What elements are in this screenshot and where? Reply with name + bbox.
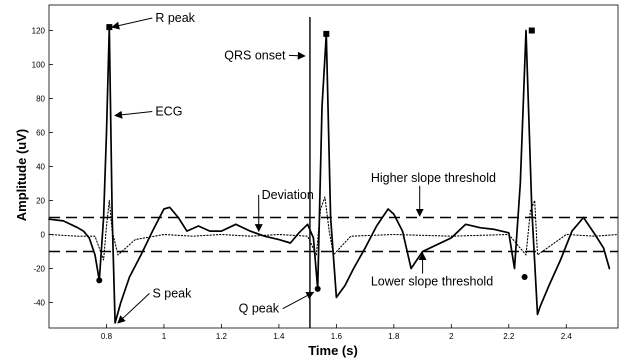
y-tick-label: -20 [33, 265, 45, 274]
y-axis-label: Amplitude (uV) [14, 129, 29, 221]
ecg-line [48, 26, 611, 324]
x-tick-label: 1.4 [273, 332, 285, 341]
r-peak-label: R peak [155, 11, 195, 25]
x-tick-label: 1.8 [388, 332, 400, 341]
qrs-onset-label: QRS onset [224, 48, 286, 62]
y-tick-label: 40 [36, 163, 45, 172]
x-tick-label: 2 [449, 332, 454, 341]
x-axis-label: Time (s) [308, 343, 358, 358]
x-axis-ticks: 0.8 1 1.2 1.4 1.6 1.8 2 2.2 2.4 [101, 324, 572, 341]
deviation-line [48, 196, 619, 261]
s-peak-label: S peak [152, 286, 192, 300]
r-peak-marker [528, 27, 535, 34]
y-tick-label: 60 [36, 129, 45, 138]
r-peak-arrow [111, 17, 153, 30]
r-peak-marker [106, 24, 113, 31]
x-tick-label: 1.2 [216, 332, 228, 341]
q-peak-arrow [282, 291, 315, 310]
y-axis-ticks: -40 -20 0 20 40 60 80 100 120 [32, 27, 53, 308]
q-s-peak-marker [96, 277, 103, 284]
x-tick-label: 1.6 [331, 332, 343, 341]
x-tick-label: 0.8 [101, 332, 113, 341]
lower-threshold-label: Lower slope threshold [371, 275, 493, 289]
x-tick-label: 2.4 [561, 332, 573, 341]
y-tick-label: 120 [32, 27, 46, 36]
q-s-peak-marker [521, 274, 528, 280]
plot-area [48, 4, 619, 329]
annotations: R peak ECG QRS onset Deviation Higher slope … [111, 11, 496, 324]
higher-threshold-label: Higher slope threshold [371, 171, 496, 185]
y-tick-label: 0 [41, 231, 46, 240]
y-tick-label: -40 [33, 299, 45, 308]
x-tick-label: 2.2 [503, 332, 515, 341]
deviation-label: Deviation [262, 188, 314, 202]
series-lines [48, 26, 619, 324]
x-tick-label: 1 [162, 332, 167, 341]
y-tick-label: 100 [32, 61, 46, 70]
peak-markers [96, 24, 535, 292]
s-peak-arrow [117, 293, 150, 324]
ecg-arrow [114, 110, 153, 119]
y-tick-label: 80 [36, 95, 45, 104]
qrs-onset-arrow [288, 51, 306, 60]
q-s-peak-marker [314, 285, 321, 292]
r-peak-marker [323, 30, 330, 37]
ecg-label: ECG [155, 105, 182, 119]
y-tick-label: 20 [36, 197, 45, 206]
q-peak-label: Q peak [239, 302, 280, 316]
threshold-lines [49, 216, 618, 253]
